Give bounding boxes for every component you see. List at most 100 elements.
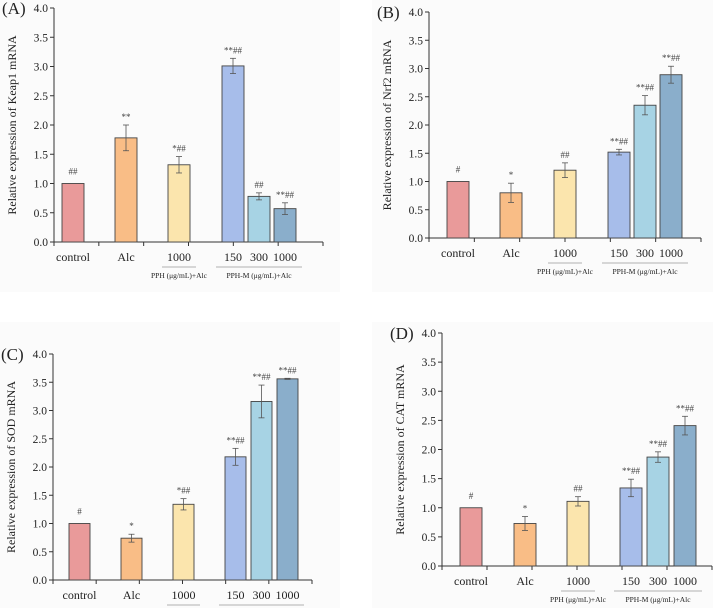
x-tick-label: 150 bbox=[610, 246, 628, 260]
y-tick-label: 0.5 bbox=[34, 208, 49, 220]
y-tick-label: 3.0 bbox=[409, 64, 424, 76]
significance-label: ## bbox=[561, 150, 571, 160]
x-tick-label: 1000 bbox=[276, 588, 300, 602]
group-label: PPH-M (μg/mL)+Alc bbox=[226, 271, 292, 280]
x-tick-label: 150 bbox=[224, 250, 242, 264]
bar-1000 bbox=[673, 425, 697, 567]
y-tick-label: 1.5 bbox=[33, 490, 48, 502]
significance-label: # bbox=[77, 507, 82, 517]
y-axis-label: Relative expression of Nrf2 mRNA bbox=[380, 39, 394, 210]
significance-label: **## bbox=[662, 53, 681, 63]
keap1-chart: (A) 0.0 0.5 1.0 1.5 2.0 2.5 3.0 3.5 4.0 Relative e… bbox=[2, 0, 324, 280]
significance-label: **## bbox=[649, 439, 668, 449]
group-label: PPH (μg/mL)+Alc bbox=[151, 271, 208, 280]
y-tick-label: 1.5 bbox=[422, 474, 437, 486]
x-tick-label: 300 bbox=[250, 250, 268, 264]
group-label: PPH-M (μg/mL)+Alc bbox=[625, 595, 691, 604]
y-tick-label: 2.0 bbox=[34, 120, 49, 132]
bar-150 bbox=[224, 456, 247, 581]
panel-letter: (A) bbox=[2, 0, 26, 18]
y-tick-label: 0.5 bbox=[33, 547, 48, 559]
bar-1000 bbox=[172, 503, 195, 581]
group-label: PPH (μg/mL)+Alc bbox=[550, 595, 607, 604]
bar-1000 bbox=[566, 500, 590, 567]
nrf2-chart: (B) 0.0 0.5 1.0 1.5 2.0 2.5 3.0 3.5 4.0 Relative e… bbox=[377, 3, 702, 276]
panel-b: (B) 0.0 0.5 1.0 1.5 2.0 2.5 3.0 3.5 4.0 Relative e… bbox=[372, 0, 713, 292]
x-tick-label: 150 bbox=[622, 574, 640, 588]
y-tick-label: 0.0 bbox=[33, 575, 48, 587]
x-tick-label: control bbox=[56, 250, 91, 264]
group-label: PPH-M (μg/mL)+Alc bbox=[612, 267, 678, 276]
significance-label: **## bbox=[276, 190, 295, 200]
significance-label: **## bbox=[279, 365, 298, 375]
x-tick-label: 300 bbox=[253, 588, 271, 602]
panel-d: (D) 0.0 0.5 1.0 1.5 2.0 2.5 3.0 3.5 4.0 Relative e… bbox=[372, 322, 713, 608]
group-label: PPH (μg/mL)+Alc bbox=[537, 267, 594, 276]
y-tick-label: 2.5 bbox=[422, 415, 437, 427]
y-tick-label: 4.0 bbox=[409, 7, 424, 19]
cat-chart: (D) 0.0 0.5 1.0 1.5 2.0 2.5 3.0 3.5 4.0 Relative e… bbox=[390, 324, 713, 604]
panel-c: (C) 0.0 0.5 1.0 1.5 2.0 2.5 3.0 3.5 4.0 Relative e… bbox=[0, 322, 340, 613]
bar-Alc bbox=[120, 537, 143, 581]
significance-label: **## bbox=[676, 403, 695, 413]
panel-letter: (B) bbox=[377, 3, 400, 22]
bar-1000 bbox=[167, 164, 191, 243]
y-tick-label: 0.5 bbox=[422, 532, 437, 544]
y-tick-label: 3.5 bbox=[34, 32, 49, 44]
y-tick-label: 2.5 bbox=[33, 434, 48, 446]
significance-label: ## bbox=[69, 167, 79, 177]
x-tick-label: 150 bbox=[227, 588, 245, 602]
bar-150 bbox=[221, 65, 245, 243]
bar-control bbox=[61, 183, 85, 243]
y-tick-label: 0.0 bbox=[34, 237, 49, 249]
significance-label: *## bbox=[177, 486, 191, 496]
x-tick-label: control bbox=[454, 574, 489, 588]
y-tick-label: 1.0 bbox=[422, 503, 437, 515]
bar-Alc bbox=[114, 137, 138, 243]
x-tick-label: 1000 bbox=[673, 574, 697, 588]
y-tick-label: 1.0 bbox=[33, 519, 48, 531]
bar-300 bbox=[247, 195, 271, 243]
panel-letter: (D) bbox=[390, 324, 414, 343]
y-tick-label: 0.0 bbox=[409, 233, 424, 245]
bar-1000 bbox=[276, 378, 299, 581]
significance-label: * bbox=[509, 170, 514, 180]
bar-control bbox=[459, 507, 483, 567]
x-tick-label: 1000 bbox=[273, 250, 297, 264]
y-tick-label: 4.0 bbox=[33, 349, 48, 361]
y-tick-label: 3.5 bbox=[422, 357, 437, 369]
y-tick-label: 1.0 bbox=[409, 177, 424, 189]
significance-label: **## bbox=[224, 45, 243, 55]
y-tick-label: 2.5 bbox=[409, 92, 424, 104]
y-axis-label: Relative expression of Keap1 mRNA bbox=[5, 35, 19, 215]
panel-a: (A) 0.0 0.5 1.0 1.5 2.0 2.5 3.0 3.5 4.0 Relative e… bbox=[0, 0, 340, 292]
significance-label: **## bbox=[610, 136, 629, 146]
significance-label: ## bbox=[574, 484, 584, 494]
x-tick-label: control bbox=[441, 246, 476, 260]
x-tick-label: 300 bbox=[649, 574, 667, 588]
y-tick-label: 2.0 bbox=[33, 462, 48, 474]
x-tick-label: Alc bbox=[516, 574, 533, 588]
x-tick-label: Alc bbox=[123, 588, 140, 602]
y-tick-label: 3.0 bbox=[34, 62, 49, 74]
y-tick-label: 1.5 bbox=[34, 149, 49, 161]
x-tick-label: 300 bbox=[636, 246, 654, 260]
significance-label: # bbox=[469, 491, 474, 501]
y-tick-label: 0.5 bbox=[409, 205, 424, 217]
y-tick-label: 2.0 bbox=[409, 120, 424, 132]
significance-label: **## bbox=[253, 372, 272, 382]
x-tick-label: 1000 bbox=[172, 588, 196, 602]
y-tick-label: 3.5 bbox=[33, 377, 48, 389]
y-tick-label: 4.0 bbox=[34, 3, 49, 15]
y-tick-label: 2.5 bbox=[34, 91, 49, 103]
y-tick-label: 0.0 bbox=[422, 561, 437, 573]
bar-150 bbox=[619, 487, 643, 567]
y-axis-label: Relative expression of CAT mRNA bbox=[393, 364, 407, 535]
bar-300 bbox=[646, 456, 670, 567]
y-tick-label: 3.5 bbox=[409, 35, 424, 47]
y-tick-label: 3.0 bbox=[422, 386, 437, 398]
significance-label: ** bbox=[122, 112, 132, 122]
x-tick-label: 1000 bbox=[659, 246, 683, 260]
y-axis-label: Relative expression of SOD mRNA bbox=[4, 381, 18, 553]
bar-control bbox=[68, 523, 91, 581]
